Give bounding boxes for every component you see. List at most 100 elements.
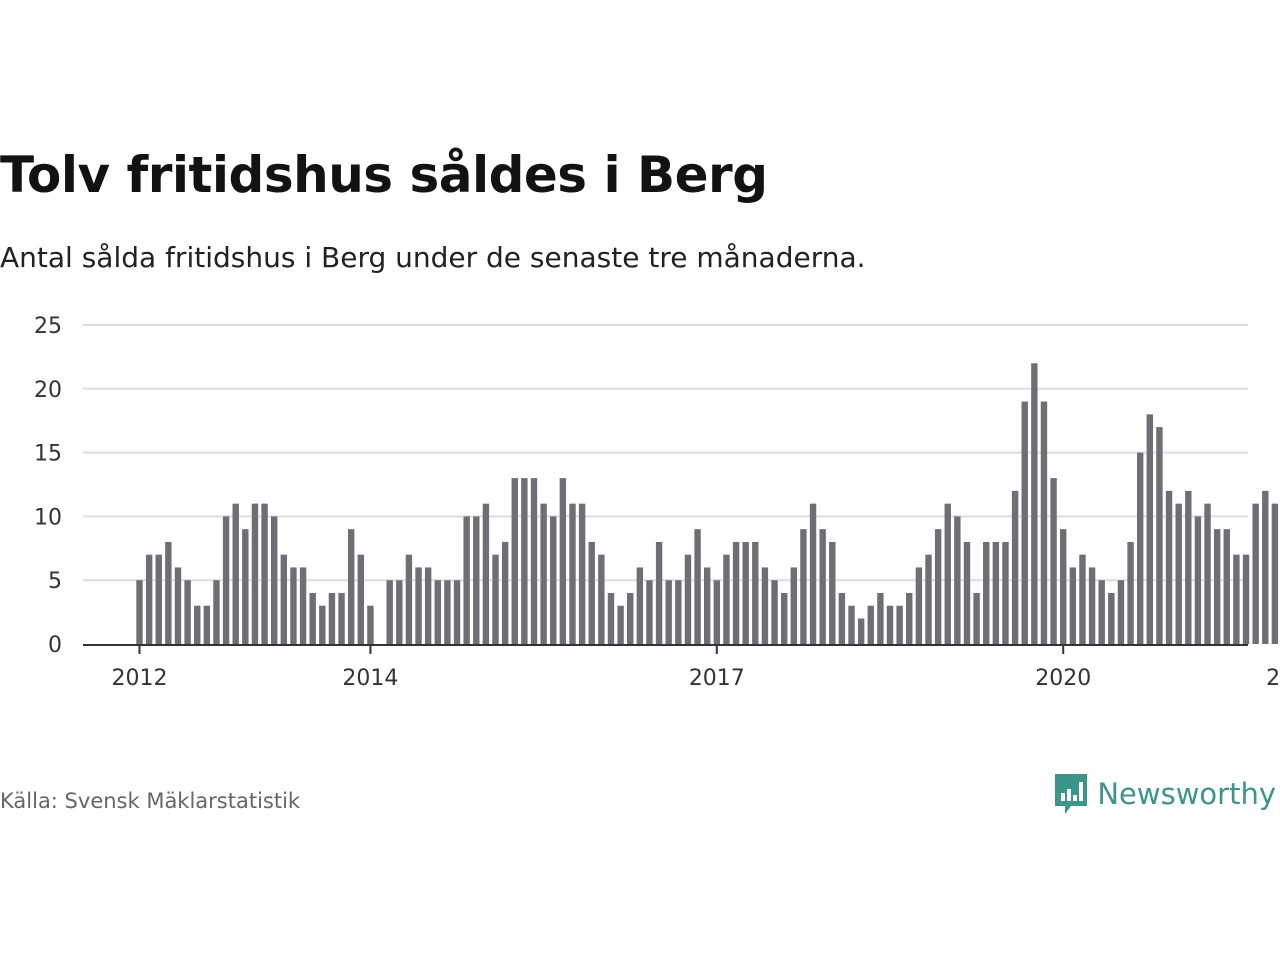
bar — [598, 554, 605, 644]
bar — [1194, 516, 1202, 644]
bar — [492, 554, 499, 644]
bar — [501, 541, 509, 644]
bar — [155, 554, 162, 644]
bar — [1088, 567, 1096, 644]
bar — [280, 554, 288, 644]
bar — [328, 592, 336, 644]
bar — [559, 478, 567, 644]
bar — [415, 567, 422, 644]
bar — [1204, 503, 1211, 644]
brand-logo: Newsworthy — [1053, 772, 1276, 816]
newsworthy-logo-icon — [1055, 774, 1088, 814]
bar — [665, 580, 672, 644]
bar — [1252, 503, 1259, 644]
bar — [636, 567, 644, 644]
bar — [877, 592, 884, 644]
bar — [800, 529, 807, 644]
bar — [367, 605, 374, 644]
bar — [1262, 490, 1269, 644]
chart-subtitle: Antal sålda fritidshus i Berg under de s… — [0, 241, 866, 274]
bar — [1156, 427, 1163, 644]
bar — [1175, 503, 1182, 644]
bar — [261, 503, 268, 644]
bar — [357, 554, 365, 644]
bar — [463, 516, 470, 644]
bar — [896, 605, 903, 644]
bar — [540, 503, 547, 644]
bar — [1165, 490, 1173, 644]
bar — [165, 541, 172, 644]
bar — [944, 503, 951, 644]
bar — [444, 580, 451, 644]
bar — [867, 605, 874, 644]
x-tick-label: 2014 — [342, 666, 398, 691]
y-tick-label: 10 — [34, 505, 62, 530]
bar — [627, 592, 634, 644]
bar — [578, 503, 586, 644]
brand-name: Newsworthy — [1097, 777, 1276, 811]
bar — [1040, 401, 1048, 644]
bar — [1060, 529, 1067, 644]
bar — [713, 580, 721, 644]
bar — [271, 516, 278, 644]
bar — [1233, 554, 1240, 644]
x-axis: 2012 2014 2017 2020 2022 — [83, 644, 1280, 691]
bar — [396, 580, 403, 644]
bar — [1002, 541, 1009, 644]
bar — [299, 567, 307, 644]
bar — [405, 554, 413, 644]
bar — [1021, 401, 1028, 644]
bar — [1108, 592, 1115, 644]
bar — [222, 516, 230, 644]
bar — [1146, 414, 1154, 644]
bar — [780, 592, 788, 644]
bar — [1050, 478, 1057, 644]
bar — [723, 554, 730, 644]
bar — [732, 541, 740, 644]
bars — [136, 363, 1279, 644]
bar — [771, 580, 778, 644]
source-note: Källa: Svensk Mäklarstatistik — [0, 789, 301, 813]
bar — [1098, 580, 1105, 644]
bar — [213, 580, 220, 644]
y-tick-label: 0 — [48, 633, 62, 658]
bar — [1031, 363, 1038, 644]
bar — [752, 541, 759, 644]
bar — [347, 529, 355, 644]
bar — [694, 529, 701, 644]
bar — [790, 567, 797, 644]
x-tick-label: 2017 — [689, 666, 745, 691]
bar — [242, 529, 249, 644]
bar — [617, 605, 624, 644]
bar — [174, 567, 182, 644]
bar — [1213, 529, 1221, 644]
bar — [963, 541, 971, 644]
bar — [521, 478, 528, 644]
bar — [386, 580, 393, 644]
y-tick-label: 25 — [34, 314, 62, 339]
bar — [530, 478, 538, 644]
bar — [829, 541, 836, 644]
bar — [251, 503, 259, 644]
bar — [1127, 541, 1134, 644]
bar — [290, 567, 297, 644]
bar — [973, 592, 980, 644]
x-tick-label: 2012 — [112, 666, 168, 691]
x-tick-label: 2020 — [1035, 666, 1091, 691]
bar — [203, 605, 211, 644]
bar — [742, 541, 749, 644]
bar — [1079, 554, 1086, 644]
y-tick-label: 20 — [34, 378, 62, 403]
bar — [569, 503, 576, 644]
bar — [1117, 580, 1125, 644]
bar — [655, 541, 663, 644]
bar — [838, 592, 846, 644]
bar — [1223, 529, 1230, 644]
bar — [992, 541, 1000, 644]
bar — [424, 567, 432, 644]
bar — [232, 503, 239, 644]
bar — [309, 592, 316, 644]
chart-title: Tolv fritidshus såldes i Berg — [0, 146, 768, 204]
bar — [319, 605, 326, 644]
